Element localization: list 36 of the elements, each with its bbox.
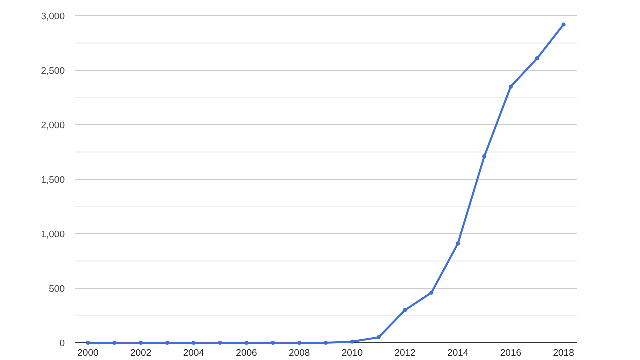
point (112, 341, 117, 345)
point (324, 341, 328, 345)
point (482, 154, 487, 159)
point (508, 84, 513, 89)
point (218, 341, 222, 345)
y-tick-label: 0 (60, 338, 65, 350)
x-tick-label: 2010 (342, 348, 363, 359)
point (165, 341, 170, 345)
point (244, 341, 249, 345)
point (562, 22, 566, 27)
point (535, 56, 540, 61)
point (403, 308, 408, 312)
y-tick-label: 3,000 (41, 11, 65, 22)
x-tick-label: 2012 (394, 348, 416, 359)
y-tick-label: 2,500 (41, 66, 65, 77)
x-tick-label: 2006 (236, 348, 258, 359)
point (192, 341, 196, 345)
point (456, 242, 460, 246)
x-tick-label: 2000 (78, 348, 99, 359)
x-tick-label: 2018 (553, 348, 574, 359)
y-tick-label: 500 (49, 284, 65, 295)
point (86, 341, 90, 345)
point (298, 341, 302, 345)
x-tick-label: 2008 (289, 348, 310, 359)
x-tick-label: 2014 (448, 348, 469, 359)
y-tick-label: 1,500 (41, 174, 65, 186)
point (271, 341, 276, 345)
point (139, 341, 144, 345)
point (350, 340, 354, 344)
point (376, 336, 381, 340)
x-tick-label: 2016 (500, 348, 522, 359)
x-tick-label: 2002 (130, 348, 152, 359)
x-tick-label: 2004 (183, 348, 204, 359)
y-tick-label: 2,000 (41, 120, 65, 132)
point (430, 290, 434, 295)
y-tick-label: 1,000 (41, 229, 65, 240)
